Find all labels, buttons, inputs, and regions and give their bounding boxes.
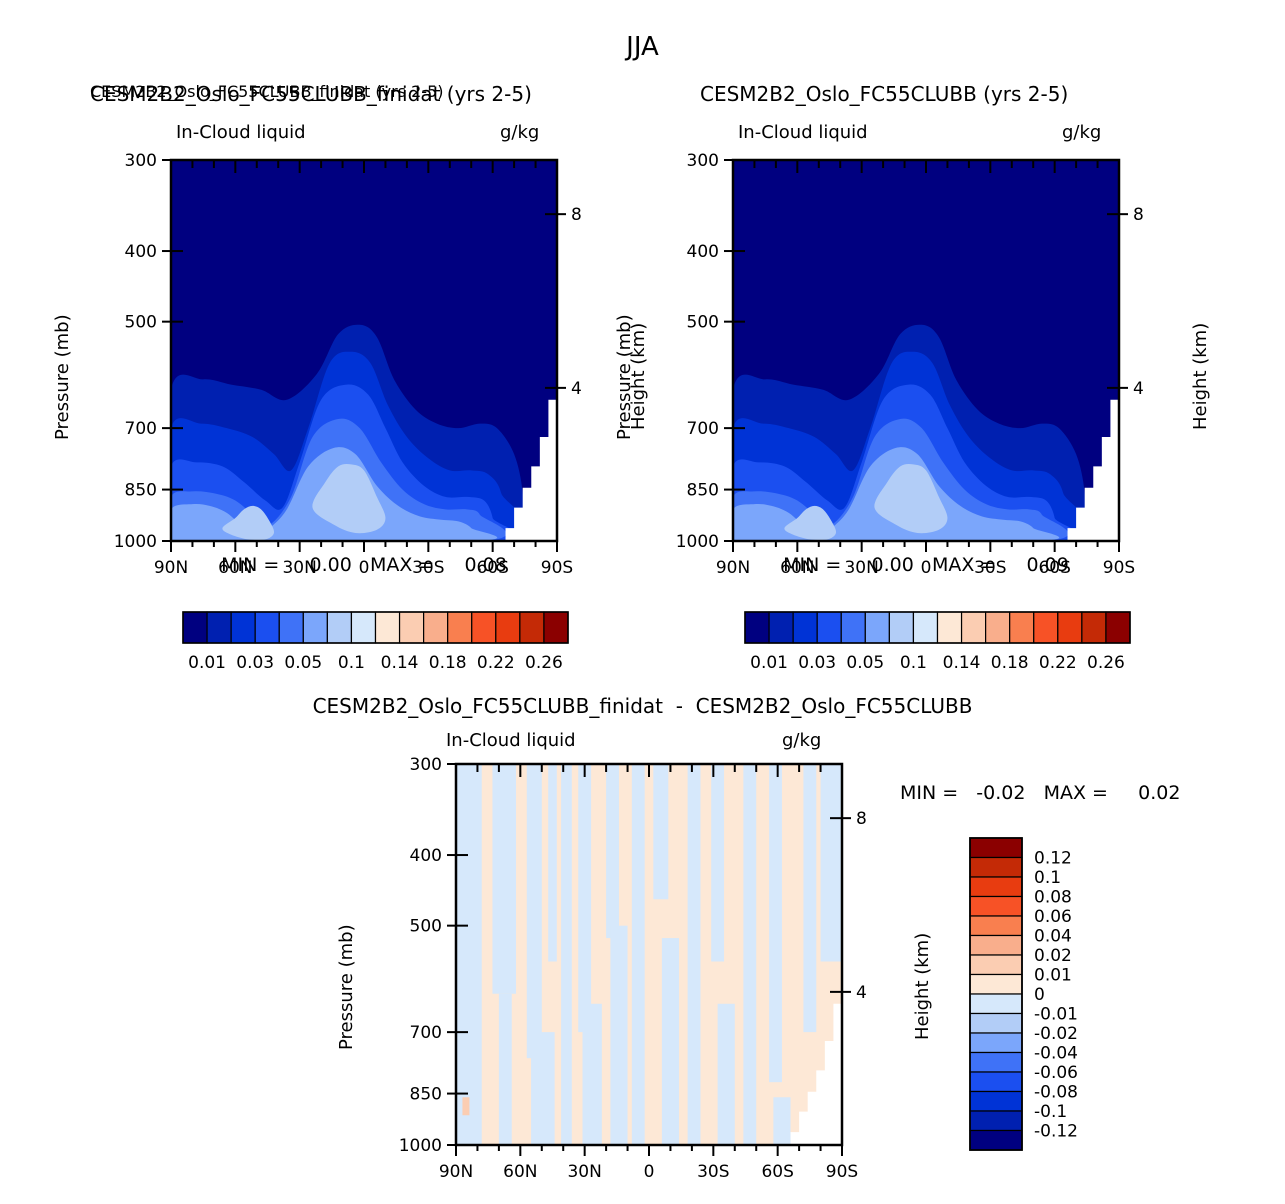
svg-text:90N: 90N bbox=[439, 1162, 473, 1182]
svg-text:-0.12: -0.12 bbox=[1034, 1122, 1078, 1142]
svg-text:-0.1: -0.1 bbox=[1034, 1102, 1067, 1122]
svg-text:1000: 1000 bbox=[676, 532, 719, 552]
svg-text:0.14: 0.14 bbox=[943, 653, 981, 673]
panel-title-top-left-text: CESM2B2_Oslo_FC55CLUBB_finidat (yrs 2-5) bbox=[90, 82, 532, 106]
svg-text:-0.01: -0.01 bbox=[1034, 1005, 1078, 1025]
svg-text:30S: 30S bbox=[412, 558, 444, 578]
svg-text:0.04: 0.04 bbox=[1034, 927, 1072, 947]
svg-text:-0.06: -0.06 bbox=[1034, 1063, 1078, 1083]
svg-text:0.03: 0.03 bbox=[798, 653, 836, 673]
colorbar-diff: 0.120.10.080.060.040.020.010-0.01-0.02-0… bbox=[969, 837, 1078, 1151]
svg-text:60N: 60N bbox=[218, 558, 252, 578]
panel-title-diff: CESM2B2_Oslo_FC55CLUBB_finidat - CESM2B2… bbox=[312, 694, 973, 718]
minmax-diff: MIN = -0.02 MAX = 0.02 bbox=[900, 782, 1181, 804]
svg-text:60S: 60S bbox=[1038, 558, 1070, 578]
svg-text:0.14: 0.14 bbox=[381, 653, 419, 673]
svg-text:60N: 60N bbox=[780, 558, 814, 578]
svg-text:850: 850 bbox=[410, 1085, 442, 1105]
svg-text:0.18: 0.18 bbox=[991, 653, 1029, 673]
svg-text:30N: 30N bbox=[844, 558, 878, 578]
svg-text:4: 4 bbox=[1133, 379, 1144, 399]
minmax-top-right: MIN = 0.00 MAX = 0.09 bbox=[783, 554, 1069, 576]
svg-text:0.1: 0.1 bbox=[1034, 868, 1061, 888]
svg-text:400: 400 bbox=[687, 242, 719, 262]
svg-text:0.06: 0.06 bbox=[1034, 907, 1072, 927]
panel-title-top-right: CESM2B2_Oslo_FC55CLUBB (yrs 2-5) bbox=[700, 82, 1069, 106]
svg-text:0.05: 0.05 bbox=[284, 653, 322, 673]
svg-text:90S: 90S bbox=[1103, 558, 1135, 578]
svg-text:700: 700 bbox=[410, 1023, 442, 1043]
svg-text:0.22: 0.22 bbox=[1039, 653, 1077, 673]
svg-text:0: 0 bbox=[921, 558, 932, 578]
svg-text:0.1: 0.1 bbox=[338, 653, 365, 673]
colorbar-top-right: 0.01 0.03 0.05 0.1 0.14 0.18 0.22 0.26 bbox=[744, 611, 1131, 673]
svg-text:300: 300 bbox=[687, 151, 719, 171]
svg-text:60S: 60S bbox=[476, 558, 508, 578]
svg-text:90S: 90S bbox=[541, 558, 573, 578]
svg-text:0.1: 0.1 bbox=[900, 653, 927, 673]
svg-text:1000: 1000 bbox=[399, 1136, 442, 1156]
svg-text:400: 400 bbox=[125, 242, 157, 262]
panel-title-top-left: CESM2B2_Oslo_FC55CLUBB_finidat (yrs 2-5) bbox=[90, 82, 444, 101]
svg-text:850: 850 bbox=[687, 481, 719, 501]
svg-text:0.18: 0.18 bbox=[429, 653, 467, 673]
svg-text:0.03: 0.03 bbox=[236, 653, 274, 673]
svg-text:0: 0 bbox=[359, 558, 370, 578]
svg-text:0.22: 0.22 bbox=[477, 653, 515, 673]
svg-text:-0.04: -0.04 bbox=[1034, 1044, 1078, 1064]
svg-text:0: 0 bbox=[1034, 985, 1045, 1005]
svg-text:300: 300 bbox=[410, 755, 442, 775]
svg-text:90S: 90S bbox=[826, 1162, 858, 1182]
svg-text:500: 500 bbox=[125, 313, 157, 333]
svg-text:0: 0 bbox=[644, 1162, 655, 1182]
svg-text:30N: 30N bbox=[567, 1162, 601, 1182]
svg-text:30N: 30N bbox=[282, 558, 316, 578]
svg-text:0.08: 0.08 bbox=[1034, 888, 1072, 908]
svg-text:850: 850 bbox=[125, 481, 157, 501]
svg-text:500: 500 bbox=[687, 313, 719, 333]
svg-text:8: 8 bbox=[856, 809, 867, 829]
svg-text:0.01: 0.01 bbox=[750, 653, 788, 673]
svg-text:1000: 1000 bbox=[114, 532, 157, 552]
units-label-diff: g/kg bbox=[782, 730, 822, 751]
svg-text:90N: 90N bbox=[716, 558, 750, 578]
svg-text:-0.08: -0.08 bbox=[1034, 1083, 1078, 1103]
svg-text:300: 300 bbox=[125, 151, 157, 171]
var-label-top-right: In-Cloud liquid bbox=[738, 122, 868, 143]
contour-plot-top-left: 300 400 500 700 850 1000 8 4 90N 60N 30N 0 30S 60S 90S bbox=[114, 151, 582, 578]
season-title: JJA bbox=[626, 32, 659, 62]
svg-text:500: 500 bbox=[410, 917, 442, 937]
var-label-diff: In-Cloud liquid bbox=[446, 730, 576, 751]
svg-text:8: 8 bbox=[571, 205, 582, 225]
svg-text:-0.02: -0.02 bbox=[1034, 1024, 1078, 1044]
svg-text:0.02: 0.02 bbox=[1034, 946, 1072, 966]
svg-text:700: 700 bbox=[687, 419, 719, 439]
svg-text:700: 700 bbox=[125, 419, 157, 439]
svg-text:30S: 30S bbox=[697, 1162, 729, 1182]
svg-text:0.26: 0.26 bbox=[1087, 653, 1125, 673]
svg-text:60S: 60S bbox=[761, 1162, 793, 1182]
svg-text:0.01: 0.01 bbox=[188, 653, 226, 673]
contour-plot-diff: 300 400 500 700 850 1000 8 4 90N 60N 30N 0 30S 60S 90S bbox=[399, 755, 867, 1182]
units-label-top-right: g/kg bbox=[1062, 122, 1102, 143]
var-label-top-left: In-Cloud liquid bbox=[176, 122, 306, 143]
svg-text:4: 4 bbox=[571, 379, 582, 399]
svg-text:8: 8 bbox=[1133, 205, 1144, 225]
svg-text:0.05: 0.05 bbox=[846, 653, 884, 673]
svg-text:90N: 90N bbox=[154, 558, 188, 578]
svg-text:30S: 30S bbox=[974, 558, 1006, 578]
units-label-top-left: g/kg bbox=[500, 122, 540, 143]
colorbar-top-left: 0.01 0.03 0.05 0.1 0.14 0.18 0.22 0.26 bbox=[182, 611, 569, 673]
svg-text:400: 400 bbox=[410, 846, 442, 866]
svg-text:0.12: 0.12 bbox=[1034, 849, 1072, 869]
contour-plot-top-right: 300 400 500 700 850 1000 8 4 90N 60N 30N 0 30S 60S 90S bbox=[676, 151, 1144, 578]
svg-text:4: 4 bbox=[856, 983, 867, 1003]
svg-text:0.26: 0.26 bbox=[525, 653, 563, 673]
minmax-top-left: MIN = 0.00 MAX = 0.08 bbox=[221, 554, 507, 576]
svg-text:60N: 60N bbox=[503, 1162, 537, 1182]
svg-text:0.01: 0.01 bbox=[1034, 966, 1072, 986]
